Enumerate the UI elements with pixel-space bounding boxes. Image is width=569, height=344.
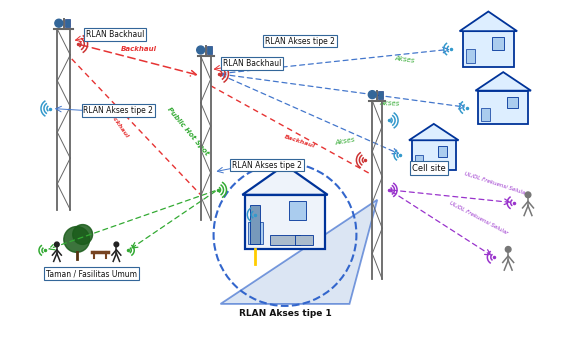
Text: Backhaul: Backhaul xyxy=(107,110,130,139)
Circle shape xyxy=(505,247,511,252)
Circle shape xyxy=(55,19,63,27)
Text: Backhaul: Backhaul xyxy=(121,46,157,52)
Circle shape xyxy=(64,227,89,252)
Bar xyxy=(507,97,518,108)
Polygon shape xyxy=(460,11,517,31)
Bar xyxy=(481,108,490,121)
Text: RLAN Akses tipe 2: RLAN Akses tipe 2 xyxy=(84,106,153,115)
Bar xyxy=(289,201,307,220)
Bar xyxy=(463,31,514,67)
Text: RLAN Akses tipe 2: RLAN Akses tipe 2 xyxy=(232,161,302,170)
Bar xyxy=(270,236,300,245)
Text: Cell site: Cell site xyxy=(412,163,446,173)
Polygon shape xyxy=(221,200,377,304)
Bar xyxy=(415,155,423,167)
Bar xyxy=(250,205,260,244)
Circle shape xyxy=(55,242,59,247)
Circle shape xyxy=(368,91,376,99)
Bar xyxy=(438,146,447,157)
Circle shape xyxy=(114,242,119,247)
Bar xyxy=(295,236,313,245)
Text: UL/DL Frekuensi Selular: UL/DL Frekuensi Selular xyxy=(464,171,527,196)
Circle shape xyxy=(525,192,531,198)
Text: Akses: Akses xyxy=(379,100,399,107)
Bar xyxy=(207,46,212,54)
Text: RLAN Akses tipe 2: RLAN Akses tipe 2 xyxy=(265,36,335,45)
Text: RLAN Backhaul: RLAN Backhaul xyxy=(86,30,145,39)
Polygon shape xyxy=(476,72,531,91)
Text: Akses: Akses xyxy=(335,137,356,146)
Polygon shape xyxy=(242,165,328,195)
Text: RLAN Backhaul: RLAN Backhaul xyxy=(223,60,282,68)
Text: Akses: Akses xyxy=(394,55,415,64)
Text: Public Hot Spot: Public Hot Spot xyxy=(166,106,210,156)
Text: RLAN Akses tipe 1: RLAN Akses tipe 1 xyxy=(238,309,331,318)
Bar xyxy=(479,91,528,125)
Bar xyxy=(378,91,383,99)
Text: Taman / Fasilitas Umum: Taman / Fasilitas Umum xyxy=(46,269,137,278)
Circle shape xyxy=(73,225,93,244)
Bar xyxy=(248,222,262,244)
Bar xyxy=(65,19,70,27)
Text: Backhaul: Backhaul xyxy=(284,135,316,149)
Bar xyxy=(245,195,325,249)
Polygon shape xyxy=(409,124,459,140)
Bar xyxy=(465,49,475,63)
Bar xyxy=(492,37,504,50)
Bar xyxy=(412,140,456,170)
Circle shape xyxy=(197,46,205,54)
Text: UL/DL Frekuensi Selular: UL/DL Frekuensi Selular xyxy=(449,200,509,236)
